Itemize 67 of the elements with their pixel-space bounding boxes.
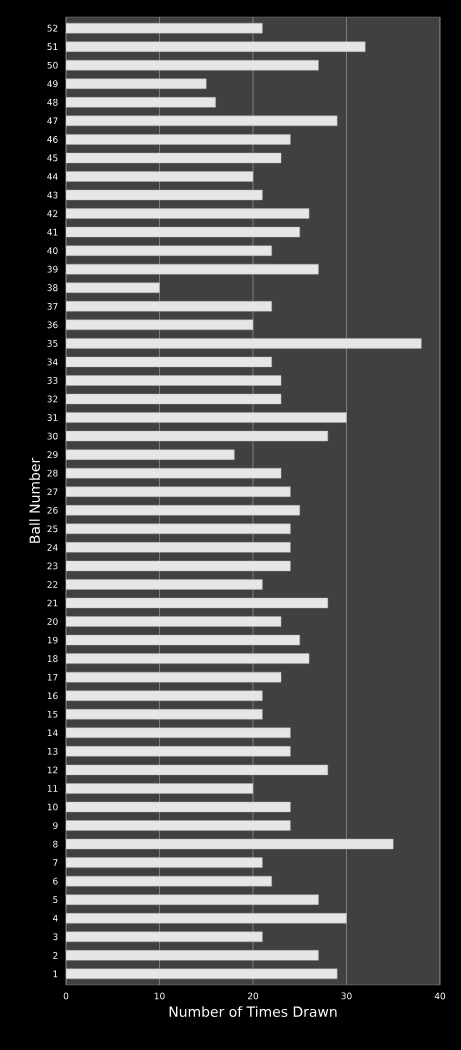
y-tick-label: 7 <box>53 859 58 866</box>
y-tick-label: 8 <box>53 840 58 848</box>
y-tick-label: 18 <box>47 655 58 663</box>
y-tick-label: 52 <box>47 24 58 32</box>
y-tick-label: 27 <box>47 488 58 496</box>
y-tick-label: 40 <box>47 247 58 255</box>
x-tick-label: 40 <box>434 992 446 1000</box>
y-axis-title: Ball Number <box>29 457 40 543</box>
y-tick-label: 15 <box>47 710 58 718</box>
y-tick-label: 12 <box>47 766 58 774</box>
y-tick-label: 25 <box>47 525 58 533</box>
bar <box>66 338 422 349</box>
y-tick-label: 10 <box>47 803 58 811</box>
y-tick-label: 31 <box>47 414 58 421</box>
y-tick-label: 30 <box>47 432 58 440</box>
bar <box>66 412 347 423</box>
y-tick-label: 32 <box>47 395 58 403</box>
x-tick-label: 10 <box>154 992 165 1000</box>
bar <box>66 894 319 905</box>
y-tick-label: 46 <box>47 136 58 143</box>
y-tick-label: 2 <box>53 952 58 959</box>
y-tick-label: 47 <box>47 117 58 125</box>
y-tick-label: 45 <box>47 154 58 162</box>
x-axis-title: Number of Times Drawn <box>169 1006 337 1017</box>
y-tick-label: 36 <box>47 321 58 329</box>
bar <box>66 60 319 71</box>
bar <box>66 41 366 52</box>
x-tick-label: 20 <box>247 992 259 1000</box>
y-tick-label: 42 <box>47 210 58 217</box>
bar <box>66 264 319 275</box>
y-tick-label: 21 <box>47 599 58 607</box>
y-tick-label: 44 <box>47 173 58 180</box>
y-tick-label: 3 <box>53 933 58 941</box>
y-tick-label: 28 <box>47 469 58 477</box>
y-tick-label: 20 <box>47 618 58 625</box>
x-tick-label: 30 <box>341 992 352 1000</box>
y-tick-label: 49 <box>47 80 58 88</box>
x-tick-label: 0 <box>63 992 69 1000</box>
y-tick-label: 4 <box>52 914 58 922</box>
y-tick-label: 13 <box>47 747 58 755</box>
y-tick-label: 6 <box>53 877 58 885</box>
y-tick-label: 38 <box>47 284 58 292</box>
y-tick-label: 43 <box>47 191 58 199</box>
y-tick-label: 50 <box>47 61 58 69</box>
y-tick-label: 51 <box>47 43 58 50</box>
y-tick-label: 35 <box>47 339 58 347</box>
y-tick-label: 48 <box>47 98 58 106</box>
y-tick-label: 33 <box>47 377 58 384</box>
y-tick-label: 26 <box>47 506 58 514</box>
y-tick-label: 5 <box>53 896 58 904</box>
y-tick-label: 17 <box>47 673 58 681</box>
y-tick-label: 24 <box>47 544 58 551</box>
y-tick-label: 39 <box>47 265 58 273</box>
y-tick-label: 23 <box>47 562 58 570</box>
y-tick-label: 16 <box>47 692 58 700</box>
y-tick-label: 19 <box>47 636 58 644</box>
y-tick-label: 34 <box>47 358 58 366</box>
y-tick-label: 14 <box>47 729 58 737</box>
y-tick-label: 9 <box>53 822 58 829</box>
y-tick-label: 37 <box>47 302 58 310</box>
y-tick-label: 11 <box>47 785 58 792</box>
y-tick-label: 41 <box>47 228 58 236</box>
y-tick-label: 29 <box>47 451 58 459</box>
y-tick-label: 22 <box>47 581 58 588</box>
bar <box>66 950 319 961</box>
bar <box>66 913 347 924</box>
y-tick-label: 1 <box>53 970 58 978</box>
